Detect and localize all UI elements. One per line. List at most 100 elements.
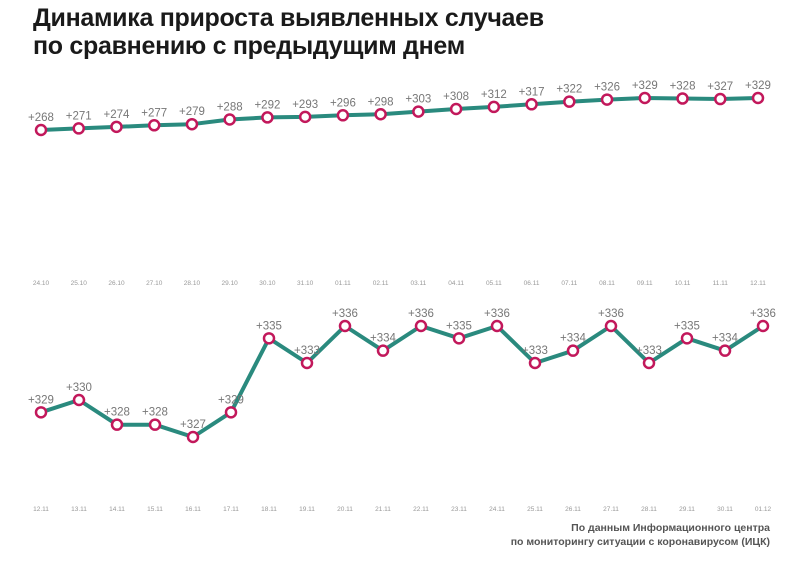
data-label: +334 xyxy=(560,333,587,345)
data-point xyxy=(751,91,765,105)
x-tick-label: 25.10 xyxy=(71,280,88,287)
x-tick-label: 29.11 xyxy=(679,506,695,513)
data-point xyxy=(262,332,276,345)
data-label: +328 xyxy=(142,407,168,419)
series-line xyxy=(39,96,760,132)
data-point xyxy=(412,105,425,118)
chart-panel-top: 24.10 25.10 26.10 27.10 28.10 29.10 30.10 31.10… xyxy=(28,80,771,287)
data-label: +326 xyxy=(594,82,620,94)
x-tick-label: 29.10 xyxy=(222,280,239,287)
data-label: +327 xyxy=(180,419,206,431)
data-label: +296 xyxy=(330,97,356,109)
x-tick-label: 21.11 xyxy=(375,506,391,513)
x-tick-label: 24.11 xyxy=(489,506,505,513)
chart-title-line-2: по сравнению с предыдущим днем xyxy=(33,32,465,60)
x-tick-label: 22.11 xyxy=(413,506,429,513)
x-tick-label: 30.11 xyxy=(717,506,733,513)
data-label: +312 xyxy=(481,89,507,101)
x-tick-label: 06.11 xyxy=(524,280,540,287)
x-tick-label: 31.10 xyxy=(297,280,314,287)
data-label: +336 xyxy=(598,308,624,320)
data-point xyxy=(224,406,238,419)
x-tick-label: 27.11 xyxy=(603,506,619,513)
data-point xyxy=(147,119,161,132)
data-label: +271 xyxy=(66,110,92,122)
data-label: +329 xyxy=(745,80,771,92)
data-label: +274 xyxy=(104,109,131,121)
data-point xyxy=(338,319,352,333)
data-point xyxy=(680,332,694,345)
data-label: +335 xyxy=(256,320,282,332)
data-point xyxy=(34,406,48,419)
chart-panel-bottom: 12.11 13.11 14.11 15.11 16.11 17.11 18.11 19.11… xyxy=(28,308,776,513)
x-tick-label: 27.10 xyxy=(146,280,163,287)
data-label: +328 xyxy=(104,407,130,419)
data-label: +327 xyxy=(707,81,733,93)
data-label: +279 xyxy=(179,106,205,118)
data-label: +329 xyxy=(218,394,244,406)
x-tick-label: 07.11 xyxy=(561,280,577,287)
data-point xyxy=(223,113,236,126)
data-label: +336 xyxy=(332,308,358,320)
x-tick-label: 18.11 xyxy=(261,506,277,513)
data-point xyxy=(148,418,162,431)
chart-title-line-1: Динамика прироста выявленных случаев xyxy=(33,4,544,32)
x-tick-label: 13.11 xyxy=(71,506,87,513)
data-point xyxy=(376,344,390,357)
data-label: +333 xyxy=(522,345,548,357)
data-label: +329 xyxy=(632,80,658,92)
data-label: +336 xyxy=(408,308,434,320)
data-label: +335 xyxy=(446,320,472,332)
data-point xyxy=(714,92,727,106)
data-label: +328 xyxy=(670,81,696,93)
data-point xyxy=(718,344,732,357)
data-point xyxy=(604,319,618,333)
data-label: +292 xyxy=(254,99,280,111)
data-point xyxy=(676,92,689,105)
x-tick-label: 26.11 xyxy=(565,506,581,513)
x-tick-label: 24.10 xyxy=(33,280,50,287)
data-point xyxy=(638,91,652,105)
series-line xyxy=(39,324,765,439)
data-point xyxy=(110,120,123,134)
data-point xyxy=(374,108,387,121)
data-point xyxy=(185,117,199,131)
source-note-line-1: По данным Информационного центра xyxy=(571,522,770,534)
data-label: +308 xyxy=(443,91,469,103)
x-tick-label: 30.10 xyxy=(259,280,276,287)
data-point xyxy=(186,430,200,444)
data-point xyxy=(528,356,542,370)
data-point xyxy=(34,123,48,137)
x-tick-label: 04.11 xyxy=(448,280,464,287)
data-label: +329 xyxy=(28,394,54,406)
data-label: +303 xyxy=(405,94,431,106)
data-point xyxy=(300,356,314,370)
x-tick-label: 12.11 xyxy=(750,280,766,287)
source-note: По данным Информационного центра по мони… xyxy=(511,521,770,549)
data-label: +336 xyxy=(750,308,776,320)
data-label: +334 xyxy=(712,333,739,345)
x-tick-label: 01.11 xyxy=(335,280,351,287)
x-tick-label: 12.11 xyxy=(33,506,49,513)
data-label: +335 xyxy=(674,320,700,332)
x-tick-label: 23.11 xyxy=(451,506,467,513)
data-point xyxy=(487,100,501,114)
data-point xyxy=(642,356,656,370)
data-label: +334 xyxy=(370,333,397,345)
x-tick-label: 09.11 xyxy=(637,280,653,287)
data-point xyxy=(756,319,770,333)
x-tick-label: 11.11 xyxy=(713,280,729,287)
data-point xyxy=(525,98,538,111)
data-point xyxy=(261,111,274,124)
data-label: +288 xyxy=(217,102,243,114)
data-point xyxy=(490,319,504,333)
data-point xyxy=(110,418,124,431)
data-label: +336 xyxy=(484,308,510,320)
data-label: +317 xyxy=(519,86,545,98)
chart-title: Динамика прироста выявленных случаев по … xyxy=(33,4,773,60)
x-tick-label: 02.11 xyxy=(373,280,389,287)
data-point xyxy=(452,332,466,345)
data-point xyxy=(336,109,350,122)
source-note-line-2: по мониторингу ситуации с коронавирусом … xyxy=(510,536,770,548)
